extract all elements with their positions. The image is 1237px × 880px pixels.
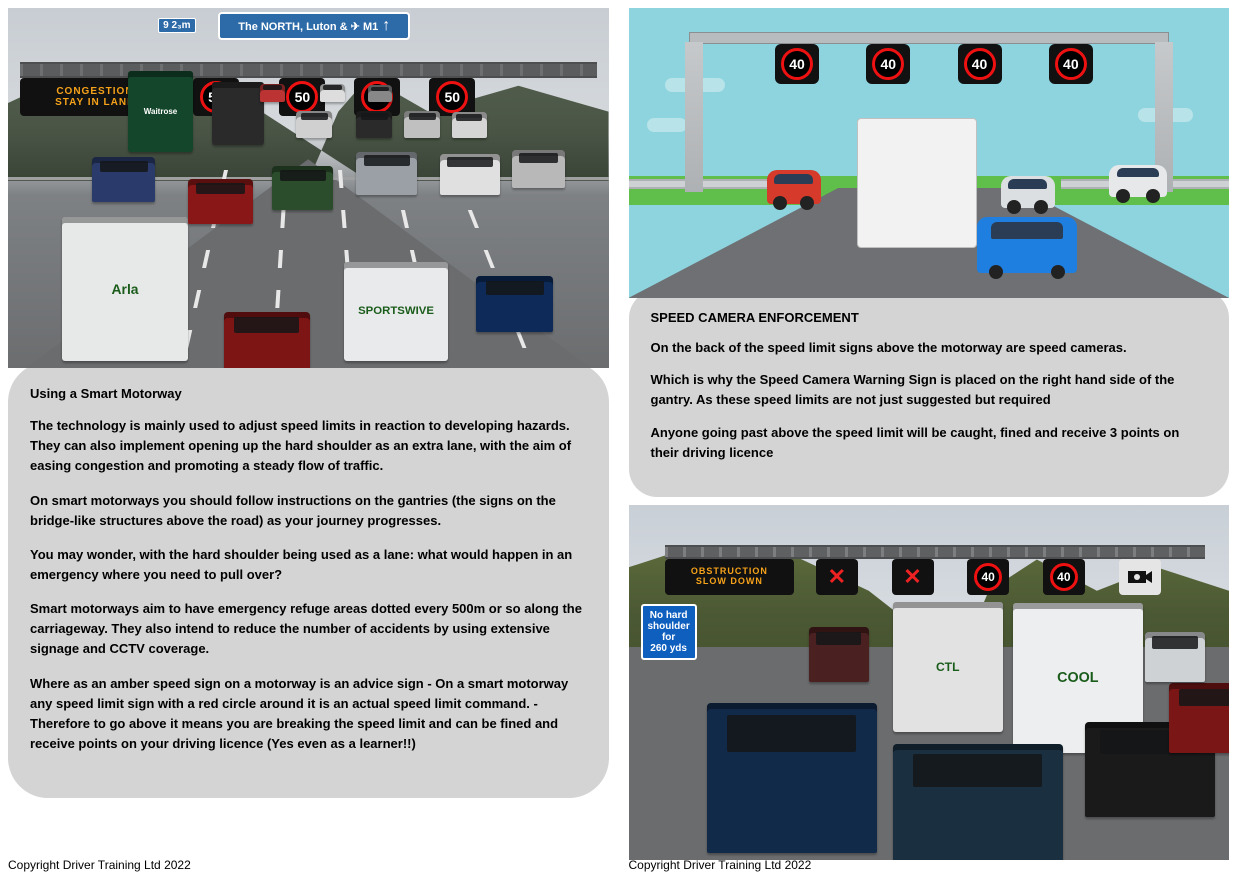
speed-limit-sign: 40 <box>866 44 910 84</box>
car <box>476 276 553 332</box>
motorway-illustration: 40 40 40 40 <box>629 8 1230 298</box>
car <box>512 150 564 188</box>
heading: SPEED CAMERA ENFORCEMENT <box>651 308 1208 328</box>
copyright: Copyright Driver Training Ltd 2022 <box>8 858 191 872</box>
smart-motorway-textblock: Using a Smart Motorway The technology is… <box>8 362 609 798</box>
paragraph: Smart motorways aim to have emergency re… <box>30 599 587 659</box>
speed-limit-sign: 40 <box>958 44 1002 84</box>
lorry <box>212 82 264 145</box>
car <box>452 112 486 137</box>
page-left: 9 2₃m The NORTH, Luton & ✈ M1 ↑ CONGESTI… <box>8 0 609 880</box>
car <box>707 703 877 853</box>
speed-camera-icon <box>1119 559 1161 595</box>
paragraph: Anyone going past above the speed limit … <box>651 423 1208 463</box>
gantry: OBSTRUCTION SLOW DOWN ✕ ✕ 40 40 <box>665 545 1205 597</box>
heading: Using a Smart Motorway <box>30 384 587 404</box>
car <box>260 84 285 102</box>
car <box>1145 632 1205 682</box>
car <box>188 179 253 224</box>
car <box>404 111 440 138</box>
destination-sign: The NORTH, Luton & ✈ M1 ↑ <box>218 12 410 40</box>
lane-closed-sign: ✕ <box>816 559 858 595</box>
copyright: Copyright Driver Training Ltd 2022 <box>629 858 812 872</box>
paragraph: Which is why the Speed Camera Warning Si… <box>651 370 1208 410</box>
car <box>356 152 417 195</box>
speed-limit-sign: 40 <box>967 559 1009 595</box>
car <box>272 166 333 209</box>
speed-limit-sign: 40 <box>775 44 819 84</box>
car <box>977 217 1077 273</box>
car <box>320 84 345 102</box>
car <box>809 627 869 682</box>
car <box>893 744 1063 860</box>
speed-limit-sign: 40 <box>1043 559 1085 595</box>
page-right: 40 40 40 40 SPEED CAMERA ENFORCEMENT On the… <box>629 0 1230 880</box>
paragraph: The technology is mainly used to adjust … <box>30 416 587 476</box>
car <box>296 111 332 138</box>
paragraph: On smart motorways you should follow ins… <box>30 491 587 531</box>
arrow-up-icon: ↑ <box>382 17 390 35</box>
lane-closed-sign: ✕ <box>892 559 934 595</box>
car <box>767 170 821 204</box>
junction-distance-sign: 9 2₃m <box>158 18 195 33</box>
truck <box>857 118 977 248</box>
car <box>368 85 391 101</box>
paragraph: Where as an amber speed sign on a motorw… <box>30 674 587 755</box>
car <box>1001 176 1055 208</box>
car <box>1109 165 1167 197</box>
car <box>440 154 499 195</box>
m1-motorway-photo: 9 2₃m The NORTH, Luton & ✈ M1 ↑ CONGESTI… <box>8 8 609 368</box>
lorry: Waitrose <box>128 71 193 152</box>
lorry: CTL <box>893 602 1003 732</box>
speed-limit-sign: 40 <box>1049 44 1093 84</box>
van: SPORTSWIVE <box>344 262 448 361</box>
car <box>92 157 155 202</box>
speed-camera-textblock: SPEED CAMERA ENFORCEMENT On the back of … <box>629 290 1230 497</box>
obstruction-motorway-photo: OBSTRUCTION SLOW DOWN ✕ ✕ 40 40 No hard sho… <box>629 505 1230 860</box>
illustration-gantry: 40404040 <box>689 32 1169 80</box>
vms-message: OBSTRUCTION SLOW DOWN <box>665 559 795 595</box>
car <box>1169 683 1229 753</box>
no-hard-shoulder-sign: No hard shoulder for 260 yds <box>641 604 697 660</box>
paragraph: On the back of the speed limit signs abo… <box>651 338 1208 358</box>
car <box>356 111 392 138</box>
car <box>224 312 310 368</box>
lorry: Arla <box>62 217 188 361</box>
paragraph: You may wonder, with the hard shoulder b… <box>30 545 587 585</box>
